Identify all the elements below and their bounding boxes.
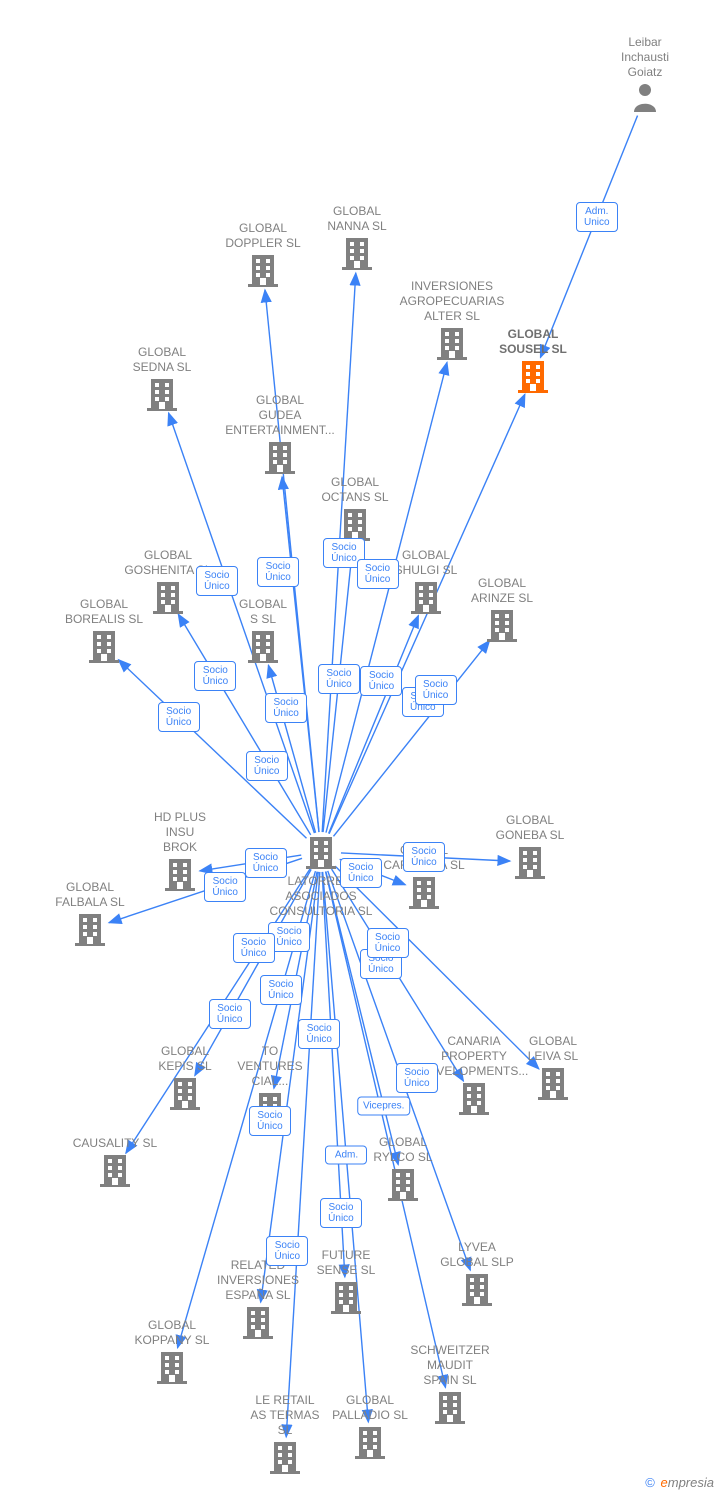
edge-label: Socio Único bbox=[298, 1019, 340, 1049]
node-leibar[interactable]: Leibar Inchausti Goiatz bbox=[585, 35, 705, 117]
node-falbala[interactable]: GLOBAL FALBALA SL bbox=[30, 880, 150, 951]
node-octans[interactable]: GLOBAL OCTANS SL bbox=[295, 475, 415, 546]
node-label: GLOBAL GUDEA ENTERTAINMENT... bbox=[220, 393, 340, 438]
node-label: CAUSALITY SL bbox=[55, 1136, 175, 1151]
edge-label: Socio Único bbox=[340, 858, 382, 888]
building-icon bbox=[89, 629, 119, 663]
node-sedna[interactable]: GLOBAL SEDNA SL bbox=[102, 345, 222, 416]
building-icon bbox=[487, 608, 517, 642]
edge-label: Adm. Unico bbox=[576, 202, 618, 232]
edge-label: Socio Único bbox=[233, 933, 275, 963]
node-causal[interactable]: CAUSALITY SL bbox=[55, 1136, 175, 1192]
edge-label: Socio Único bbox=[318, 664, 360, 694]
edge-line bbox=[268, 665, 315, 832]
edge-label: Vicepres. bbox=[357, 1096, 411, 1115]
building-icon bbox=[306, 835, 336, 869]
node-label: GLOBAL SEDNA SL bbox=[102, 345, 222, 375]
building-icon bbox=[518, 359, 548, 393]
node-inver[interactable]: INVERSIONES AGROPECUARIAS ALTER SL bbox=[392, 279, 512, 365]
node-label: GLOBAL KOPPANY SL bbox=[112, 1318, 232, 1348]
node-label: SCHWEITZER MAUDIT SPAIN SL bbox=[390, 1343, 510, 1388]
building-icon bbox=[170, 1076, 200, 1110]
edge-label: Socio Único bbox=[194, 661, 236, 691]
building-icon bbox=[459, 1081, 489, 1115]
building-icon bbox=[248, 629, 278, 663]
building-icon bbox=[409, 875, 439, 909]
edge-label: Socio Único bbox=[245, 848, 287, 878]
copyright-symbol: © bbox=[645, 1475, 655, 1490]
edge-label: Socio Único bbox=[367, 928, 409, 958]
building-icon bbox=[435, 1390, 465, 1424]
edge-label: Socio Único bbox=[360, 666, 402, 696]
edge-label: Socio Único bbox=[249, 1106, 291, 1136]
node-label: INVERSIONES AGROPECUARIAS ALTER SL bbox=[392, 279, 512, 324]
node-label: HD PLUS INSU BROK bbox=[120, 810, 240, 855]
edge-label: Adm. bbox=[325, 1146, 367, 1165]
node-borealis[interactable]: GLOBAL BOREALIS SL bbox=[44, 597, 164, 668]
node-label: GLOBAL S SL bbox=[203, 597, 323, 627]
node-label: GLOBAL ARINZE SL bbox=[442, 576, 562, 606]
node-label: GLOBAL PALLADIO SL bbox=[310, 1393, 430, 1423]
node-globs[interactable]: GLOBAL S SL bbox=[203, 597, 323, 668]
edge-label: Socio Único bbox=[403, 842, 445, 872]
edge-label: Socio Único bbox=[246, 751, 288, 781]
building-icon bbox=[270, 1440, 300, 1474]
building-icon bbox=[411, 580, 441, 614]
edge-label: Socio Único bbox=[320, 1198, 362, 1228]
building-icon bbox=[165, 857, 195, 891]
building-icon bbox=[355, 1425, 385, 1459]
node-koppany[interactable]: GLOBAL KOPPANY SL bbox=[112, 1318, 232, 1389]
edge-label: Socio Único bbox=[415, 675, 457, 705]
node-label: GLOBAL LEIVA SL bbox=[493, 1034, 613, 1064]
edge-label: Socio Único bbox=[396, 1063, 438, 1093]
building-icon bbox=[462, 1272, 492, 1306]
node-leiva[interactable]: GLOBAL LEIVA SL bbox=[493, 1034, 613, 1105]
copyright: © empresia bbox=[645, 1475, 714, 1490]
node-goneba[interactable]: GLOBAL GONEBA SL bbox=[470, 813, 590, 884]
building-icon bbox=[100, 1153, 130, 1187]
person-icon bbox=[632, 82, 658, 112]
node-arinze[interactable]: GLOBAL ARINZE SL bbox=[442, 576, 562, 647]
edge-label: Socio Único bbox=[209, 999, 251, 1029]
building-icon bbox=[243, 1305, 273, 1339]
node-label: LYVEA GLOBAL SLP bbox=[417, 1240, 537, 1270]
node-label: GLOBAL BOREALIS SL bbox=[44, 597, 164, 627]
building-icon bbox=[331, 1280, 361, 1314]
node-label: GLOBAL OCTANS SL bbox=[295, 475, 415, 505]
building-icon bbox=[342, 236, 372, 270]
node-doppler[interactable]: GLOBAL DOPPLER SL bbox=[203, 221, 323, 292]
building-icon bbox=[538, 1066, 568, 1100]
edge-label: Socio Único bbox=[196, 566, 238, 596]
node-palladio[interactable]: GLOBAL PALLADIO SL bbox=[310, 1393, 430, 1464]
node-lyvea[interactable]: LYVEA GLOBAL SLP bbox=[417, 1240, 537, 1311]
node-label: TO VENTURES CIAL... bbox=[210, 1044, 330, 1089]
edge-label: Socio Único bbox=[265, 693, 307, 723]
building-icon bbox=[75, 912, 105, 946]
node-label: GLOBAL DOPPLER SL bbox=[203, 221, 323, 251]
building-icon bbox=[248, 253, 278, 287]
building-icon bbox=[265, 440, 295, 474]
building-icon bbox=[340, 507, 370, 541]
brand-rest: mpresia bbox=[668, 1475, 714, 1490]
edge-label: Socio Único bbox=[357, 559, 399, 589]
edge-label: Socio Único bbox=[260, 975, 302, 1005]
edge-label: Socio Único bbox=[257, 557, 299, 587]
node-gudea[interactable]: GLOBAL GUDEA ENTERTAINMENT... bbox=[220, 393, 340, 479]
edge-label: Socio Único bbox=[204, 872, 246, 902]
edge-label: Socio Único bbox=[158, 702, 200, 732]
building-icon bbox=[388, 1167, 418, 1201]
building-icon bbox=[157, 1350, 187, 1384]
building-icon bbox=[147, 377, 177, 411]
edge-line bbox=[540, 116, 637, 358]
node-label: GLOBAL FALBALA SL bbox=[30, 880, 150, 910]
node-label: GLOBAL GONEBA SL bbox=[470, 813, 590, 843]
edge-label: Socio Único bbox=[266, 1236, 308, 1266]
building-icon bbox=[437, 326, 467, 360]
node-label: Leibar Inchausti Goiatz bbox=[585, 35, 705, 80]
building-icon bbox=[515, 845, 545, 879]
brand-e: e bbox=[661, 1475, 668, 1490]
